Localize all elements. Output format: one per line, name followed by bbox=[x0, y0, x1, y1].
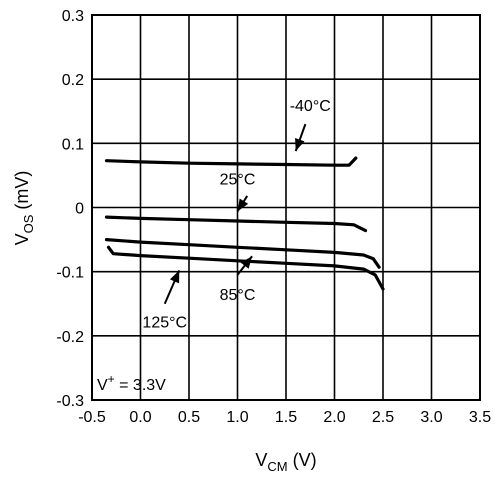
grid-lines bbox=[92, 15, 480, 400]
y-tick-label: 0.3 bbox=[62, 8, 84, 25]
series-line bbox=[106, 245, 385, 291]
plot-frame bbox=[91, 14, 481, 401]
series-line bbox=[104, 156, 358, 167]
series-line bbox=[104, 238, 381, 269]
y-tick-label: 0.2 bbox=[62, 72, 84, 89]
x-axis-title: VCM (V) bbox=[255, 450, 316, 474]
x-tick-label: -0.5 bbox=[78, 409, 106, 426]
x-tick-label: 3.5 bbox=[469, 409, 491, 426]
x-tick-label: 0.5 bbox=[178, 409, 200, 426]
y-tick-label: -0.3 bbox=[56, 393, 84, 410]
arrowhead bbox=[295, 138, 305, 152]
series-label: 25°C bbox=[220, 172, 256, 189]
series-line bbox=[104, 215, 368, 233]
supply-voltage-note: V+ = 3.3V bbox=[97, 372, 166, 394]
y-axis-title: VOS (mV) bbox=[12, 171, 36, 246]
series-label: 85°C bbox=[220, 287, 256, 304]
x-tick-label: 0.0 bbox=[129, 409, 151, 426]
data-series bbox=[104, 156, 385, 291]
series-label: 125°C bbox=[142, 315, 187, 332]
x-axis-tick-labels: -0.5 0.0 0.5 1.0 1.5 2.0 2.5 3.0 3.5 bbox=[78, 409, 491, 426]
series-label: -40°C bbox=[290, 98, 331, 115]
arrowhead bbox=[240, 256, 253, 269]
x-tick-label: 2.5 bbox=[372, 409, 394, 426]
x-tick-label: 1.0 bbox=[226, 409, 248, 426]
y-tick-label: -0.1 bbox=[56, 265, 84, 282]
arrowhead bbox=[169, 270, 180, 284]
x-tick-label: 1.5 bbox=[275, 409, 297, 426]
annotations: -40°C 25°C 85°C 125°C bbox=[142, 98, 330, 332]
y-tick-label: 0 bbox=[75, 201, 84, 218]
arrowhead bbox=[237, 198, 249, 212]
y-tick-label: -0.2 bbox=[56, 329, 84, 346]
x-tick-label: 3.0 bbox=[420, 409, 442, 426]
y-axis-tick-labels: 0.3 0.2 0.1 0 -0.1 -0.2 -0.3 bbox=[56, 8, 84, 410]
x-tick-label: 2.0 bbox=[323, 409, 345, 426]
y-tick-label: 0.1 bbox=[62, 136, 84, 153]
